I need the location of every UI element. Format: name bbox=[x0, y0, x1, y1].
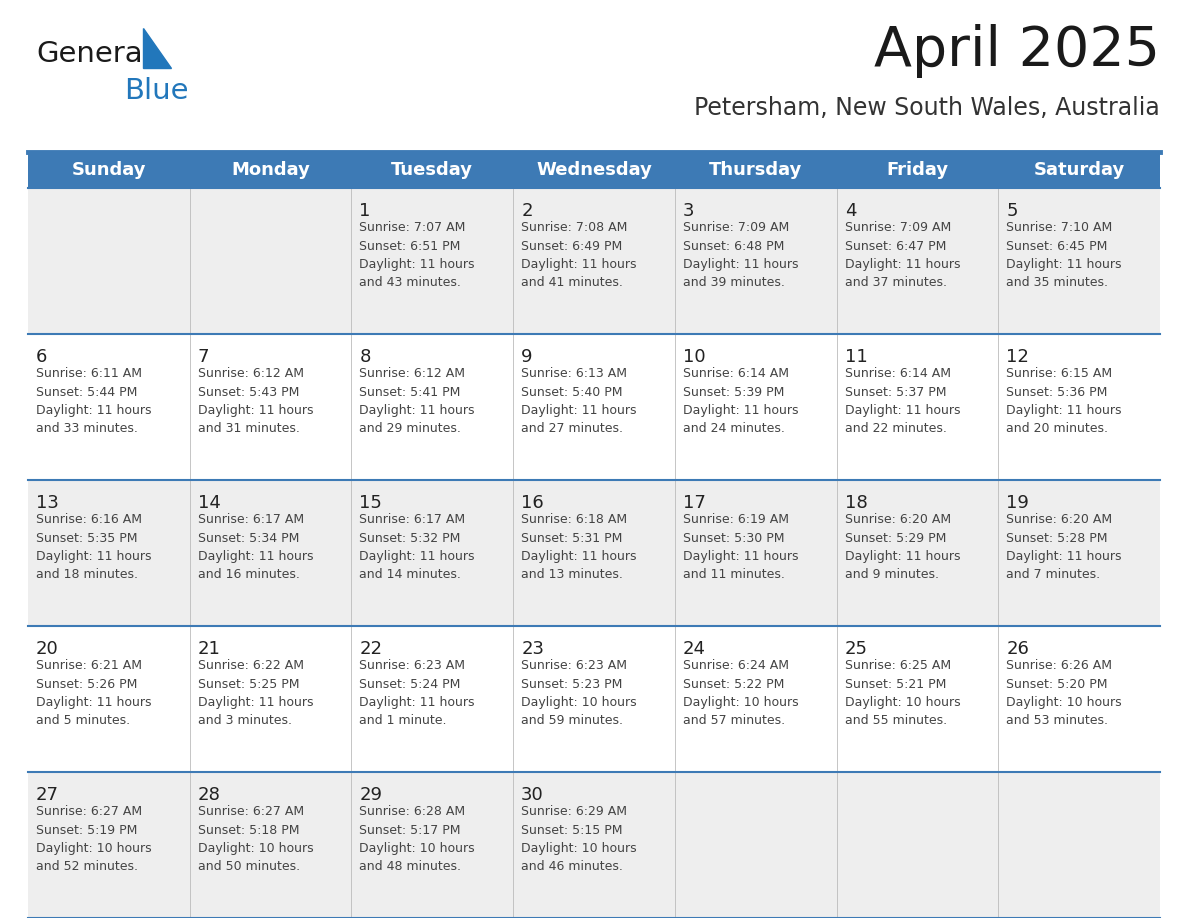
Text: 16: 16 bbox=[522, 494, 544, 512]
Text: 23: 23 bbox=[522, 640, 544, 658]
Text: 15: 15 bbox=[360, 494, 383, 512]
Bar bbox=[29, 152, 1159, 188]
Text: Tuesday: Tuesday bbox=[391, 161, 473, 179]
Bar bbox=[29, 772, 1159, 918]
Text: Sunrise: 6:27 AM
Sunset: 5:19 PM
Daylight: 10 hours
and 52 minutes.: Sunrise: 6:27 AM Sunset: 5:19 PM Dayligh… bbox=[36, 805, 152, 874]
Text: 9: 9 bbox=[522, 348, 532, 366]
Text: 3: 3 bbox=[683, 202, 694, 220]
Text: Sunrise: 6:14 AM
Sunset: 5:37 PM
Daylight: 11 hours
and 22 minutes.: Sunrise: 6:14 AM Sunset: 5:37 PM Dayligh… bbox=[845, 367, 960, 435]
Bar bbox=[29, 188, 1159, 334]
Text: Sunrise: 7:08 AM
Sunset: 6:49 PM
Daylight: 11 hours
and 41 minutes.: Sunrise: 7:08 AM Sunset: 6:49 PM Dayligh… bbox=[522, 221, 637, 289]
Text: Sunday: Sunday bbox=[71, 161, 146, 179]
Text: Sunrise: 6:23 AM
Sunset: 5:23 PM
Daylight: 10 hours
and 59 minutes.: Sunrise: 6:23 AM Sunset: 5:23 PM Dayligh… bbox=[522, 659, 637, 727]
Text: 1: 1 bbox=[360, 202, 371, 220]
Text: Sunrise: 6:14 AM
Sunset: 5:39 PM
Daylight: 11 hours
and 24 minutes.: Sunrise: 6:14 AM Sunset: 5:39 PM Dayligh… bbox=[683, 367, 798, 435]
Text: 14: 14 bbox=[197, 494, 221, 512]
Text: Petersham, New South Wales, Australia: Petersham, New South Wales, Australia bbox=[694, 96, 1159, 120]
Text: 30: 30 bbox=[522, 786, 544, 804]
Text: Sunrise: 6:27 AM
Sunset: 5:18 PM
Daylight: 10 hours
and 50 minutes.: Sunrise: 6:27 AM Sunset: 5:18 PM Dayligh… bbox=[197, 805, 314, 874]
Text: 27: 27 bbox=[36, 786, 59, 804]
Bar bbox=[29, 626, 1159, 772]
Text: Sunrise: 6:13 AM
Sunset: 5:40 PM
Daylight: 11 hours
and 27 minutes.: Sunrise: 6:13 AM Sunset: 5:40 PM Dayligh… bbox=[522, 367, 637, 435]
Text: Sunrise: 6:16 AM
Sunset: 5:35 PM
Daylight: 11 hours
and 18 minutes.: Sunrise: 6:16 AM Sunset: 5:35 PM Dayligh… bbox=[36, 513, 152, 581]
Text: Sunrise: 6:23 AM
Sunset: 5:24 PM
Daylight: 11 hours
and 1 minute.: Sunrise: 6:23 AM Sunset: 5:24 PM Dayligh… bbox=[360, 659, 475, 727]
Text: 8: 8 bbox=[360, 348, 371, 366]
Text: 25: 25 bbox=[845, 640, 867, 658]
Text: 20: 20 bbox=[36, 640, 58, 658]
Text: 18: 18 bbox=[845, 494, 867, 512]
Text: 4: 4 bbox=[845, 202, 857, 220]
Text: 5: 5 bbox=[1006, 202, 1018, 220]
Text: 19: 19 bbox=[1006, 494, 1029, 512]
Text: Wednesday: Wednesday bbox=[536, 161, 652, 179]
Text: 10: 10 bbox=[683, 348, 706, 366]
Text: Sunrise: 7:10 AM
Sunset: 6:45 PM
Daylight: 11 hours
and 35 minutes.: Sunrise: 7:10 AM Sunset: 6:45 PM Dayligh… bbox=[1006, 221, 1121, 289]
Text: 22: 22 bbox=[360, 640, 383, 658]
Text: April 2025: April 2025 bbox=[874, 24, 1159, 78]
Bar bbox=[29, 334, 1159, 480]
Text: 12: 12 bbox=[1006, 348, 1029, 366]
Text: Friday: Friday bbox=[886, 161, 948, 179]
Text: Sunrise: 6:19 AM
Sunset: 5:30 PM
Daylight: 11 hours
and 11 minutes.: Sunrise: 6:19 AM Sunset: 5:30 PM Dayligh… bbox=[683, 513, 798, 581]
Text: Sunrise: 7:07 AM
Sunset: 6:51 PM
Daylight: 11 hours
and 43 minutes.: Sunrise: 7:07 AM Sunset: 6:51 PM Dayligh… bbox=[360, 221, 475, 289]
Text: 2: 2 bbox=[522, 202, 532, 220]
Text: 28: 28 bbox=[197, 786, 221, 804]
Text: General: General bbox=[36, 40, 151, 68]
Text: 6: 6 bbox=[36, 348, 48, 366]
Text: 11: 11 bbox=[845, 348, 867, 366]
Text: 21: 21 bbox=[197, 640, 221, 658]
Text: Blue: Blue bbox=[124, 77, 189, 105]
Text: Sunrise: 7:09 AM
Sunset: 6:48 PM
Daylight: 11 hours
and 39 minutes.: Sunrise: 7:09 AM Sunset: 6:48 PM Dayligh… bbox=[683, 221, 798, 289]
Text: 17: 17 bbox=[683, 494, 706, 512]
Bar bbox=[29, 480, 1159, 626]
Text: 7: 7 bbox=[197, 348, 209, 366]
Text: Sunrise: 6:17 AM
Sunset: 5:32 PM
Daylight: 11 hours
and 14 minutes.: Sunrise: 6:17 AM Sunset: 5:32 PM Dayligh… bbox=[360, 513, 475, 581]
Text: 26: 26 bbox=[1006, 640, 1029, 658]
Text: Sunrise: 6:11 AM
Sunset: 5:44 PM
Daylight: 11 hours
and 33 minutes.: Sunrise: 6:11 AM Sunset: 5:44 PM Dayligh… bbox=[36, 367, 152, 435]
Text: Sunrise: 6:28 AM
Sunset: 5:17 PM
Daylight: 10 hours
and 48 minutes.: Sunrise: 6:28 AM Sunset: 5:17 PM Dayligh… bbox=[360, 805, 475, 874]
Text: Sunrise: 6:20 AM
Sunset: 5:28 PM
Daylight: 11 hours
and 7 minutes.: Sunrise: 6:20 AM Sunset: 5:28 PM Dayligh… bbox=[1006, 513, 1121, 581]
Text: Sunrise: 6:17 AM
Sunset: 5:34 PM
Daylight: 11 hours
and 16 minutes.: Sunrise: 6:17 AM Sunset: 5:34 PM Dayligh… bbox=[197, 513, 314, 581]
Text: Saturday: Saturday bbox=[1034, 161, 1125, 179]
Text: Sunrise: 6:22 AM
Sunset: 5:25 PM
Daylight: 11 hours
and 3 minutes.: Sunrise: 6:22 AM Sunset: 5:25 PM Dayligh… bbox=[197, 659, 314, 727]
Text: Sunrise: 6:18 AM
Sunset: 5:31 PM
Daylight: 11 hours
and 13 minutes.: Sunrise: 6:18 AM Sunset: 5:31 PM Dayligh… bbox=[522, 513, 637, 581]
Text: Thursday: Thursday bbox=[709, 161, 802, 179]
Text: Sunrise: 6:12 AM
Sunset: 5:41 PM
Daylight: 11 hours
and 29 minutes.: Sunrise: 6:12 AM Sunset: 5:41 PM Dayligh… bbox=[360, 367, 475, 435]
Text: Sunrise: 6:15 AM
Sunset: 5:36 PM
Daylight: 11 hours
and 20 minutes.: Sunrise: 6:15 AM Sunset: 5:36 PM Dayligh… bbox=[1006, 367, 1121, 435]
Text: Sunrise: 6:12 AM
Sunset: 5:43 PM
Daylight: 11 hours
and 31 minutes.: Sunrise: 6:12 AM Sunset: 5:43 PM Dayligh… bbox=[197, 367, 314, 435]
Text: 24: 24 bbox=[683, 640, 706, 658]
Text: Sunrise: 6:20 AM
Sunset: 5:29 PM
Daylight: 11 hours
and 9 minutes.: Sunrise: 6:20 AM Sunset: 5:29 PM Dayligh… bbox=[845, 513, 960, 581]
Text: 13: 13 bbox=[36, 494, 59, 512]
Text: Sunrise: 6:29 AM
Sunset: 5:15 PM
Daylight: 10 hours
and 46 minutes.: Sunrise: 6:29 AM Sunset: 5:15 PM Dayligh… bbox=[522, 805, 637, 874]
Text: Sunrise: 6:24 AM
Sunset: 5:22 PM
Daylight: 10 hours
and 57 minutes.: Sunrise: 6:24 AM Sunset: 5:22 PM Dayligh… bbox=[683, 659, 798, 727]
Text: Sunrise: 6:25 AM
Sunset: 5:21 PM
Daylight: 10 hours
and 55 minutes.: Sunrise: 6:25 AM Sunset: 5:21 PM Dayligh… bbox=[845, 659, 960, 727]
Text: Sunrise: 7:09 AM
Sunset: 6:47 PM
Daylight: 11 hours
and 37 minutes.: Sunrise: 7:09 AM Sunset: 6:47 PM Dayligh… bbox=[845, 221, 960, 289]
Polygon shape bbox=[143, 28, 171, 68]
Text: Monday: Monday bbox=[232, 161, 310, 179]
Text: Sunrise: 6:21 AM
Sunset: 5:26 PM
Daylight: 11 hours
and 5 minutes.: Sunrise: 6:21 AM Sunset: 5:26 PM Dayligh… bbox=[36, 659, 152, 727]
Text: Sunrise: 6:26 AM
Sunset: 5:20 PM
Daylight: 10 hours
and 53 minutes.: Sunrise: 6:26 AM Sunset: 5:20 PM Dayligh… bbox=[1006, 659, 1121, 727]
Text: 29: 29 bbox=[360, 786, 383, 804]
